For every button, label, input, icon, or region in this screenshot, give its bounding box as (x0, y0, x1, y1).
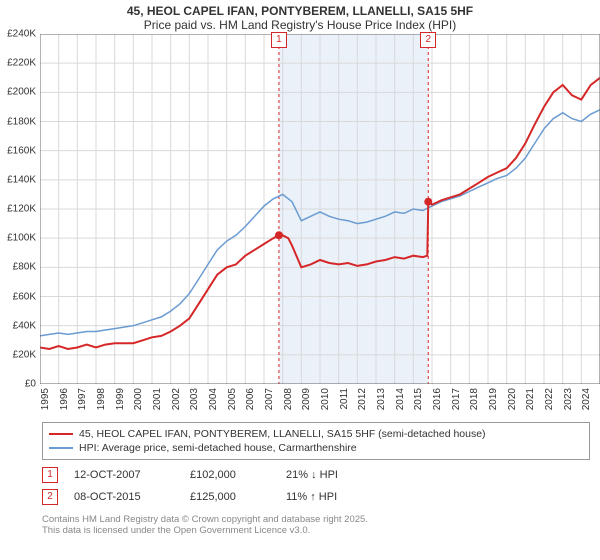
x-axis-label: 2020 (507, 388, 518, 410)
legend-item: HPI: Average price, semi-detached house,… (49, 441, 583, 455)
event-row: 1 12-OCT-2007 £102,000 21% ↓ HPI (42, 464, 590, 486)
y-axis-label: £220K (7, 58, 36, 69)
legend-label: HPI: Average price, semi-detached house,… (79, 442, 357, 454)
y-axis-label: £60K (13, 291, 36, 302)
chart-area: £0£20K£40K£60K£80K£100K£120K£140K£160K£1… (40, 34, 600, 384)
line-chart (40, 34, 600, 384)
event-price: £125,000 (190, 491, 270, 503)
x-axis-label: 1999 (115, 388, 126, 410)
y-axis-label: £240K (7, 29, 36, 40)
y-axis-label: £20K (13, 349, 36, 360)
y-axis-label: £100K (7, 233, 36, 244)
legend: 45, HEOL CAPEL IFAN, PONTYBEREM, LLANELL… (42, 422, 590, 460)
x-axis-label: 2023 (563, 388, 574, 410)
x-axis-label: 2011 (339, 388, 350, 410)
legend-swatch (49, 447, 73, 449)
event-marker-icon: 1 (42, 467, 58, 483)
x-axis-label: 2018 (469, 388, 480, 410)
x-axis-label: 2003 (189, 388, 200, 410)
event-price: £102,000 (190, 469, 270, 481)
x-axis-label: 2007 (264, 388, 275, 410)
event-marker-icon: 2 (42, 489, 58, 505)
x-axis-label: 1995 (40, 388, 51, 410)
x-axis-label: 2002 (171, 388, 182, 410)
x-axis-label: 2006 (245, 388, 256, 410)
footer-line2: This data is licensed under the Open Gov… (42, 525, 590, 536)
x-axis-label: 2016 (432, 388, 443, 410)
x-axis-label: 2008 (283, 388, 294, 410)
x-axis-label: 2024 (581, 388, 592, 410)
x-axis-label: 2015 (413, 388, 424, 410)
y-axis-label: £140K (7, 174, 36, 185)
y-axis-label: £80K (13, 262, 36, 273)
y-axis-label: £200K (7, 87, 36, 98)
x-axis-label: 2017 (451, 388, 462, 410)
x-axis-label: 2009 (301, 388, 312, 410)
legend-swatch (49, 433, 73, 435)
legend-item: 45, HEOL CAPEL IFAN, PONTYBEREM, LLANELL… (49, 427, 583, 441)
event-date: 12-OCT-2007 (74, 469, 174, 481)
title-line2: Price paid vs. HM Land Registry's House … (0, 18, 600, 32)
legend-label: 45, HEOL CAPEL IFAN, PONTYBEREM, LLANELL… (79, 428, 486, 440)
footer: Contains HM Land Registry data © Crown c… (42, 514, 590, 537)
event-table: 1 12-OCT-2007 £102,000 21% ↓ HPI 2 08-OC… (42, 464, 590, 508)
x-axis-label: 2010 (320, 388, 331, 410)
x-axis-label: 2021 (525, 388, 536, 410)
chart-title: 45, HEOL CAPEL IFAN, PONTYBEREM, LLANELL… (0, 0, 600, 34)
y-axis-label: £180K (7, 116, 36, 127)
x-axis-label: 2022 (544, 388, 555, 410)
y-axis-label: £40K (13, 320, 36, 331)
x-axis-label: 2019 (488, 388, 499, 410)
x-axis-label: 1997 (77, 388, 88, 410)
event-date: 08-OCT-2015 (74, 491, 174, 503)
y-axis-label: £120K (7, 204, 36, 215)
y-axis-label: £160K (7, 145, 36, 156)
y-axis-label: £0 (25, 379, 36, 390)
chart-marker-icon: 2 (420, 32, 436, 48)
event-delta: 11% ↑ HPI (286, 491, 396, 503)
title-line1: 45, HEOL CAPEL IFAN, PONTYBEREM, LLANELL… (0, 4, 600, 18)
x-axis-label: 1996 (59, 388, 70, 410)
x-axis-label: 2000 (133, 388, 144, 410)
x-axis-label: 2005 (227, 388, 238, 410)
event-row: 2 08-OCT-2015 £125,000 11% ↑ HPI (42, 486, 590, 508)
chart-marker-icon: 1 (271, 32, 287, 48)
x-axis-label: 2014 (395, 388, 406, 410)
x-axis-label: 2004 (208, 388, 219, 410)
x-axis-label: 2013 (376, 388, 387, 410)
x-axis-label: 1998 (96, 388, 107, 410)
x-axis-label: 2012 (357, 388, 368, 410)
footer-line1: Contains HM Land Registry data © Crown c… (42, 514, 590, 525)
event-delta: 21% ↓ HPI (286, 469, 396, 481)
x-axis-label: 2001 (152, 388, 163, 410)
